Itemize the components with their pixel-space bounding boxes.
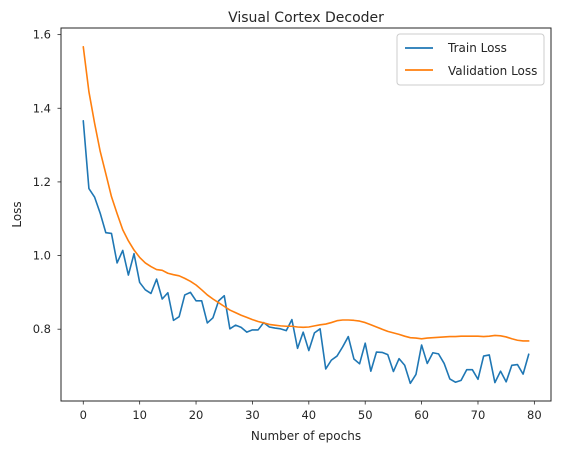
x-tick-label: 0 <box>80 408 87 422</box>
y-tick-label: 1.6 <box>33 28 51 42</box>
y-tick-label: 1.4 <box>33 101 51 115</box>
y-tick-label: 0.8 <box>33 322 51 336</box>
x-axis: 0 10 20 30 40 50 60 70 80 <box>80 401 542 422</box>
series-group <box>82 45 530 385</box>
x-axis-label: Number of epochs <box>251 429 361 443</box>
plot-area <box>60 27 552 402</box>
x-tick-label: 40 <box>301 408 316 422</box>
x-tick-label: 20 <box>189 408 204 422</box>
y-axis: 0.8 1.0 1.2 1.4 1.6 <box>33 28 61 336</box>
legend-box <box>396 33 545 86</box>
x-tick-label: 50 <box>358 408 373 422</box>
x-tick-label: 30 <box>245 408 260 422</box>
plot-frame <box>60 27 552 402</box>
x-tick-label: 60 <box>414 408 429 422</box>
chart-title: Visual Cortex Decoder <box>228 10 384 26</box>
legend-label-train-loss: Train Loss <box>447 41 507 55</box>
legend: Train Loss Validation Loss <box>396 33 545 86</box>
y-axis-label: Loss <box>10 201 24 227</box>
x-tick-label: 80 <box>527 408 542 422</box>
y-tick-label: 1.2 <box>33 175 51 189</box>
legend-label-validation-loss: Validation Loss <box>448 64 537 78</box>
x-tick-label: 70 <box>471 408 486 422</box>
y-tick-label: 1.0 <box>33 249 51 263</box>
train-loss-line <box>82 119 530 385</box>
validation-loss-line <box>82 45 530 342</box>
x-tick-label: 10 <box>132 408 147 422</box>
